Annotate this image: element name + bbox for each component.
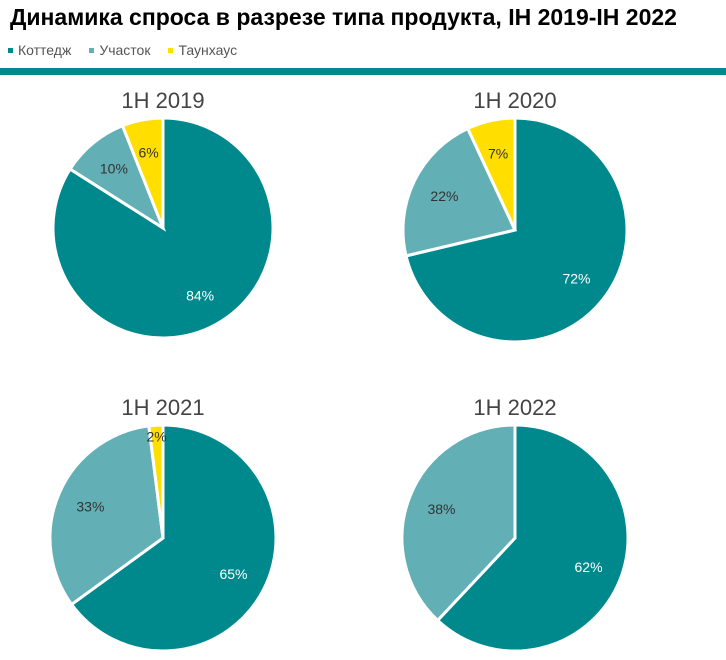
pie-slice-Таунхаус [147, 423, 165, 539]
pie-title: 1H 2019 [121, 88, 204, 113]
pie-title: 1H 2022 [473, 395, 556, 420]
data-label: 65% [219, 566, 247, 582]
data-label: 6% [138, 144, 158, 160]
legend-label: Таунхаус [178, 42, 238, 58]
data-label: 33% [76, 499, 104, 515]
data-label: 62% [575, 559, 603, 575]
data-label: 38% [427, 501, 455, 517]
legend-item-plot: Участок [89, 42, 150, 58]
data-label: 72% [562, 271, 590, 287]
legend-swatch [168, 47, 174, 53]
legend-item-townhouse: Таунхаус [168, 42, 237, 58]
pie-title: 1H 2020 [473, 88, 556, 113]
pie-slice-Коттедж [435, 423, 630, 653]
header-divider [0, 68, 726, 75]
pie-title: 1H 2021 [121, 395, 204, 420]
data-label: 7% [488, 145, 508, 161]
pie-slice-Участок [48, 424, 165, 607]
pie-slice-Таунхаус [120, 116, 165, 229]
pie-slice-Таунхаус [465, 116, 517, 231]
data-label: 10% [100, 161, 128, 177]
legend-label: Участок [99, 42, 151, 58]
legend-item-cottage: Коттедж [8, 42, 71, 58]
data-label: 2% [146, 429, 166, 445]
data-label: 22% [430, 188, 458, 204]
legend-swatch [8, 47, 13, 53]
data-label: 84% [186, 287, 214, 303]
legend: Коттедж Участок Таунхаус [8, 42, 237, 58]
legend-swatch [89, 47, 95, 53]
pie-slice-Участок [401, 126, 518, 258]
legend-label: Коттедж [18, 42, 72, 58]
chart-title: Динамика спроса в разрезе типа продукта,… [10, 4, 677, 30]
pie-slice-Коттедж [69, 423, 278, 653]
pie-slice-Участок [400, 423, 517, 623]
